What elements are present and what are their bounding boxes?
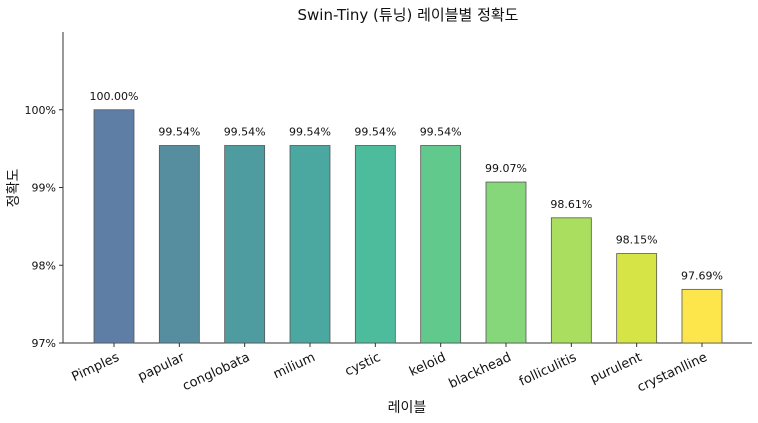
data-labels: 100.00% 99.54% 99.54% 99.54% 99.54% 99.54% 99.… xyxy=(90,90,723,283)
y-tick-label: 97% xyxy=(32,337,56,350)
y-axis-title: 정확도 xyxy=(6,169,22,208)
x-tick-label: folliculitis xyxy=(517,350,579,390)
bar-value-label: 99.54% xyxy=(354,126,396,139)
bar xyxy=(289,145,331,344)
bar-value-label: 99.07% xyxy=(485,162,527,175)
x-tick-label: conglobata xyxy=(180,350,252,394)
y-tick-label: 100% xyxy=(25,104,56,117)
bar-value-label: 97.69% xyxy=(681,269,723,282)
bar xyxy=(420,145,462,344)
y-tick-label: 98% xyxy=(32,259,56,272)
bar xyxy=(354,145,396,344)
x-tick-label: keloid xyxy=(407,350,448,380)
bar xyxy=(158,145,200,344)
x-tick-label: Pimples xyxy=(70,350,122,385)
x-tick-label: blackhead xyxy=(447,350,514,392)
bar xyxy=(93,109,135,344)
y-tick-label: 99% xyxy=(32,182,56,195)
bar-value-label: 98.15% xyxy=(616,234,658,247)
x-axis-title: 레이블 xyxy=(388,400,427,416)
bar xyxy=(224,145,266,344)
bar xyxy=(550,217,592,344)
x-tick-label: papular xyxy=(136,350,188,385)
x-tick-label: crystanlline xyxy=(635,350,710,395)
bar xyxy=(681,288,723,344)
bar xyxy=(616,253,658,344)
bar-value-label: 98.61% xyxy=(550,198,592,211)
bars xyxy=(93,109,723,344)
bar-value-label: 100.00% xyxy=(90,90,139,103)
y-ticks: 97% 98% 99% 100% xyxy=(25,104,63,350)
bar-value-label: 99.54% xyxy=(289,126,331,139)
x-tick-label: cystic xyxy=(343,350,383,379)
bar xyxy=(485,181,527,344)
chart-title: Swin-Tiny (튜닝) 레이블별 정확도 xyxy=(298,6,519,24)
x-tick-label: milium xyxy=(271,350,318,382)
bar-value-label: 99.54% xyxy=(224,126,266,139)
bar-value-label: 99.54% xyxy=(158,126,200,139)
bar-value-label: 99.54% xyxy=(420,126,462,139)
